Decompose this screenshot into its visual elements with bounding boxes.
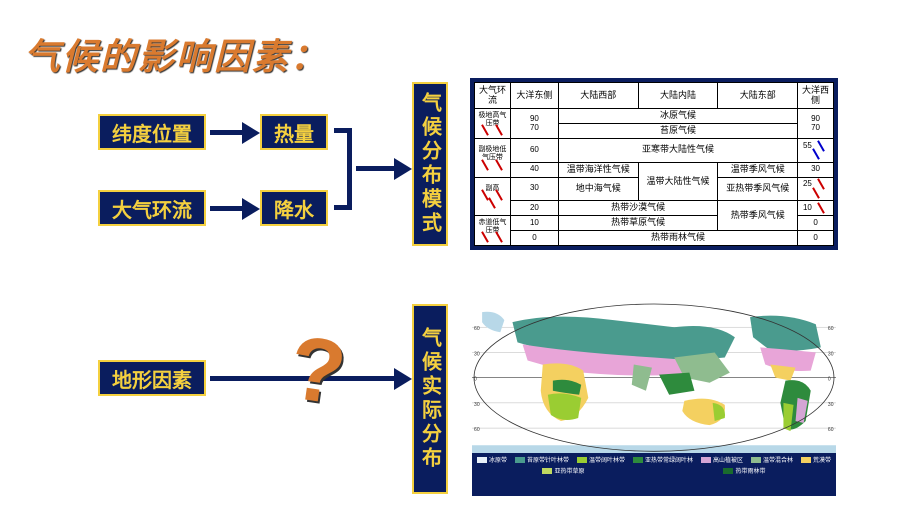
arrow-head-icon (394, 368, 412, 390)
legend-item: 热带雨林带 (723, 466, 765, 475)
page-title: 气候的影响因素： (24, 28, 328, 80)
arrow-line (210, 206, 244, 211)
bracket (334, 128, 352, 210)
legend-item: 亚热带常绿阔叶林 (633, 455, 693, 464)
svg-text:30: 30 (828, 351, 834, 357)
question-mark-icon: ? (283, 317, 352, 427)
box-terrain: 地形因素 (98, 360, 206, 396)
map-legend: 冰原带苔原带针叶林带温带阔叶林带亚热带常绿阔叶林高山植被区温带混合林荒漠带亚热带… (472, 453, 836, 477)
svg-text:60: 60 (474, 326, 480, 332)
svg-text:30: 30 (474, 402, 480, 408)
arrow-head-icon (242, 122, 260, 144)
box-precip: 降水 (260, 190, 328, 226)
svg-text:30: 30 (828, 402, 834, 408)
svg-text:60: 60 (474, 427, 480, 433)
box-latitude: 纬度位置 (98, 114, 206, 150)
arrow-head-icon (242, 198, 260, 220)
arrow-head-icon (394, 158, 412, 180)
svg-text:60: 60 (828, 326, 834, 332)
world-climate-map: 606030300030306060 冰原带苔原带针叶林带温带阔叶林带亚热带常绿… (470, 300, 838, 498)
legend-item: 温带阔叶林带 (577, 455, 625, 464)
svg-text:30: 30 (474, 351, 480, 357)
legend-item: 荒漠带 (801, 455, 831, 464)
legend-item: 苔原带针叶林带 (515, 455, 569, 464)
arrow-line (356, 166, 396, 171)
legend-item: 亚热带草原 (542, 466, 584, 475)
box-circulation: 大气环流 (98, 190, 206, 226)
box-heat: 热量 (260, 114, 328, 150)
legend-item: 冰原带 (477, 455, 507, 464)
arrow-line (210, 130, 244, 135)
box-actual: 气候实际分布 (412, 304, 448, 494)
legend-item: 高山植被区 (701, 455, 743, 464)
svg-text:60: 60 (828, 427, 834, 433)
legend-item: 温带混合林 (751, 455, 793, 464)
box-pattern: 气候分布模式 (412, 82, 448, 246)
climate-pattern-table: 大气环流大洋东侧大陆西部大陆内陆大陆东部大洋西侧极地高气压带9070冰原气候90… (470, 78, 838, 250)
